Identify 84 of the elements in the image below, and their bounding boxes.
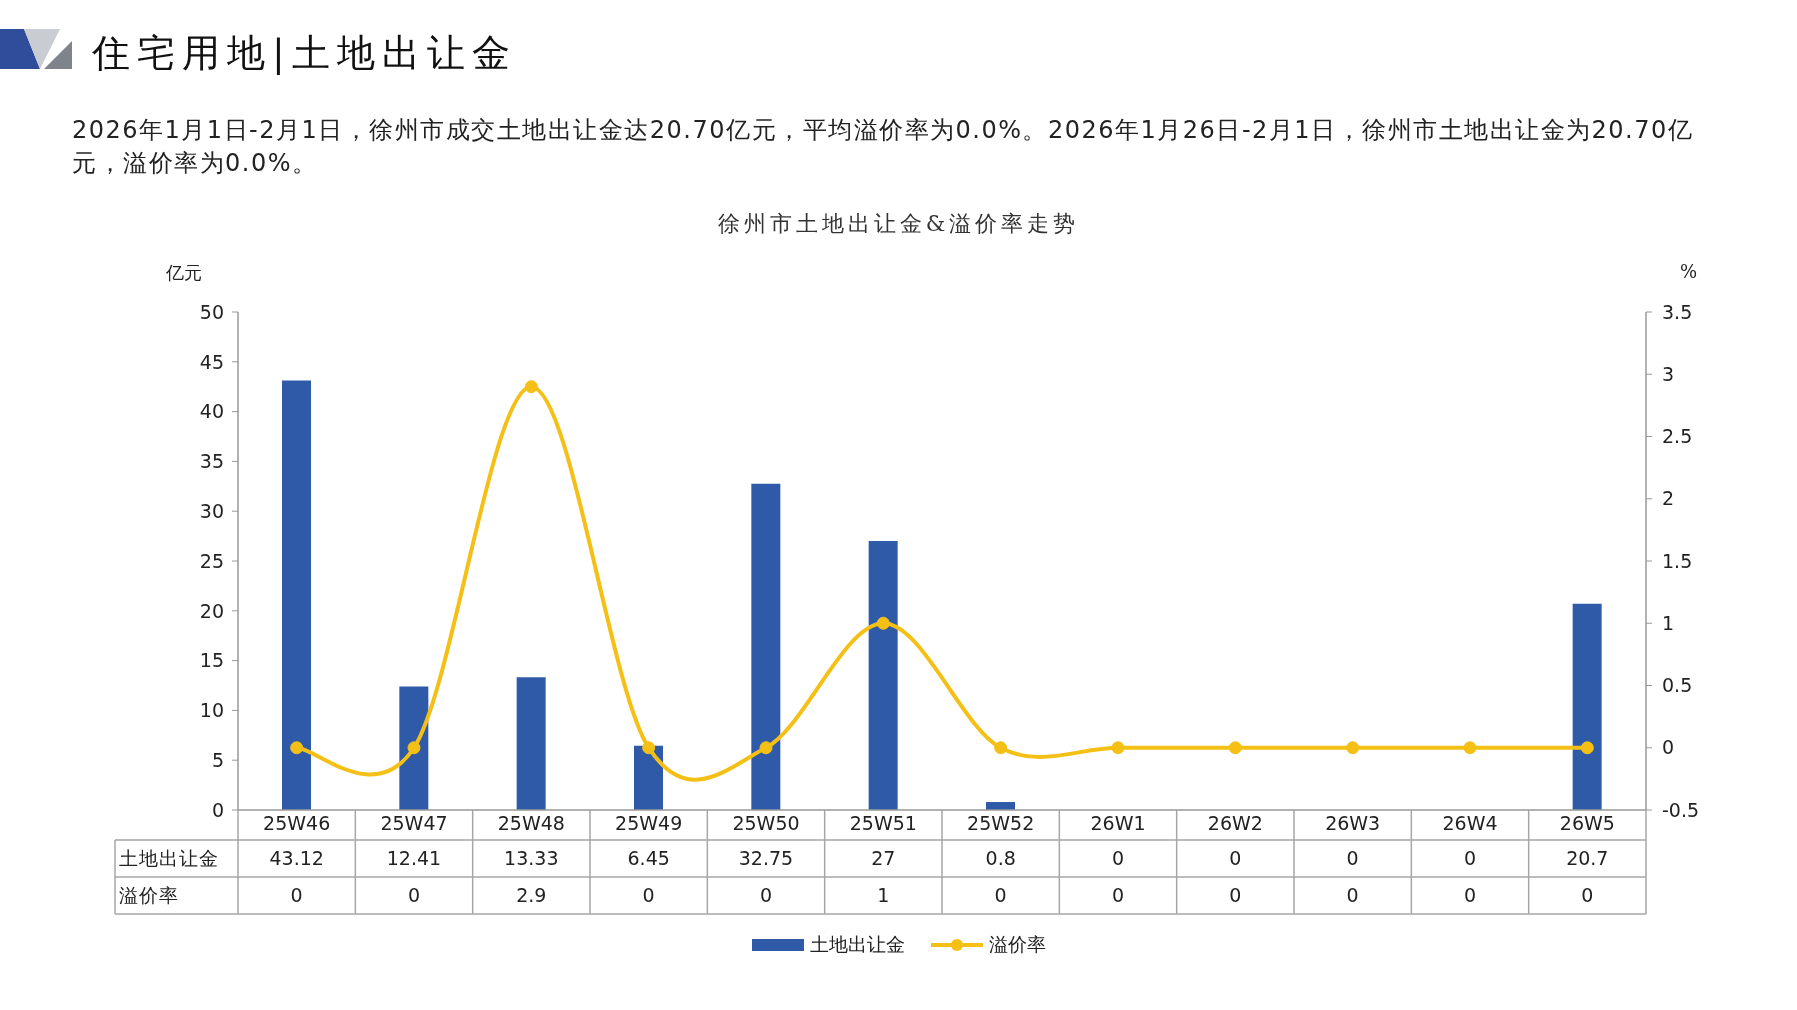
x-tick-label: 26W4 (1442, 812, 1498, 835)
data-label: 0 (406, 883, 422, 908)
point (1580, 741, 1594, 755)
x-tick-label: 25W48 (497, 812, 565, 835)
text: 土地出让金 (119, 847, 219, 869)
bar (516, 677, 546, 810)
data-label: 12.41 (385, 846, 443, 871)
y2-tick-label: 1 (1662, 611, 1675, 634)
y2-tick-label: 1.5 (1662, 549, 1693, 572)
x-tick-label: 25W47 (380, 812, 448, 835)
x-tick-label: 26W3 (1325, 812, 1381, 835)
legend-label: 土地出让金 (809, 932, 905, 957)
point (876, 616, 890, 630)
point (290, 741, 304, 755)
point (994, 741, 1008, 755)
legend-label: 溢价率 (988, 932, 1046, 957)
point (1346, 741, 1360, 755)
y-axis-title: 亿元 (166, 261, 202, 285)
data-label: 6.45 (626, 846, 671, 871)
point (1111, 741, 1125, 755)
y-tick-label: 15 (199, 649, 224, 672)
data-label: 0 (1462, 883, 1478, 908)
data-label: 0 (1462, 846, 1478, 871)
point (407, 741, 421, 755)
data-label: 0 (1580, 883, 1595, 908)
x-tick-label: 26W5 (1559, 812, 1615, 835)
text: 溢价率 (119, 884, 179, 906)
y-tick-label: 30 (199, 499, 224, 522)
data-label: 0 (1110, 883, 1126, 908)
point (759, 741, 773, 755)
point (524, 380, 538, 394)
point (1228, 741, 1242, 755)
y2-tick-label: 0.5 (1662, 674, 1693, 697)
y2-tick-label: 3.5 (1662, 300, 1693, 323)
data-label: 0 (1228, 883, 1243, 908)
y-tick-label: 20 (199, 599, 224, 622)
text: 2026年1月1日-2月1日，徐州市成交土地出让金达20.70亿元，平均溢价率为0.0%。2026年1月26日-2月1日，徐州市土地出让金为20.70亿元，溢价率为0.0%。 (72, 115, 1695, 179)
bar (1572, 603, 1602, 810)
data-label: 27 (870, 846, 897, 871)
y-tick-label: 0 (211, 798, 224, 821)
data-label: 0 (289, 883, 304, 908)
y2-tick-label: -0.5 (1662, 798, 1700, 821)
y2-axis-title: % (1680, 261, 1698, 282)
x-tick-label: 25W51 (849, 812, 917, 835)
point (642, 741, 656, 755)
data-label: 0 (1345, 846, 1360, 871)
data-label: 0 (993, 883, 1008, 908)
data-label: 32.75 (737, 846, 795, 871)
data-label: 1 (876, 883, 891, 908)
y-tick-label: 40 (199, 400, 224, 423)
y2-tick-label: 0 (1662, 736, 1675, 759)
x-tick-label: 25W46 (263, 812, 331, 835)
y-tick-label: 25 (199, 549, 224, 572)
data-label: 0.8 (984, 846, 1017, 871)
y-tick-label: 45 (199, 350, 224, 373)
bar (282, 380, 311, 810)
y-tick-label: 50 (199, 300, 224, 323)
x-tick-label: 25W50 (732, 812, 800, 835)
data-label: 2.9 (515, 883, 548, 908)
x-tick-label: 25W49 (615, 812, 683, 835)
bar (634, 745, 663, 810)
data-label: 13.33 (503, 846, 560, 871)
y-tick-label: 35 (199, 450, 224, 473)
data-label: 43.12 (268, 846, 325, 871)
x-tick-label: 26W1 (1090, 812, 1146, 835)
bar (868, 541, 898, 810)
chart-subtitle: 徐州市土地出让金&溢价率走势 (716, 210, 1081, 238)
y2-tick-label: 2 (1662, 487, 1675, 510)
data-label: 0 (758, 883, 774, 908)
x-tick-label: 25W52 (967, 812, 1035, 835)
chart-title: 住宅用地|土地出让金 (92, 30, 517, 77)
point (1463, 741, 1477, 755)
bar (399, 686, 429, 810)
data-label: 0 (641, 883, 656, 908)
y-tick-label: 10 (199, 699, 224, 722)
y2-tick-label: 3 (1662, 362, 1675, 385)
bar (751, 483, 781, 810)
y-tick-label: 5 (211, 748, 224, 771)
data-label: 0 (1228, 846, 1243, 871)
x-tick-label: 26W2 (1207, 812, 1263, 835)
data-label: 20.7 (1565, 846, 1610, 871)
y2-tick-label: 2.5 (1662, 425, 1693, 448)
data-label: 0 (1110, 846, 1126, 871)
data-label: 0 (1345, 883, 1360, 908)
